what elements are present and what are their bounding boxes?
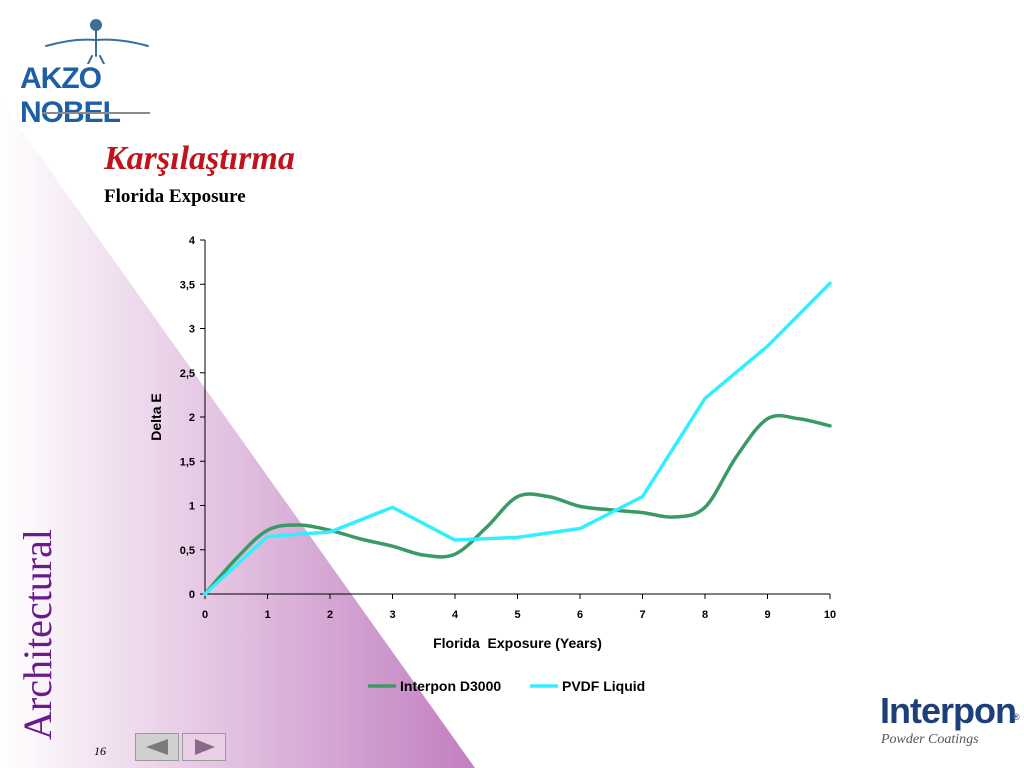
x-tick-label: 2 xyxy=(327,609,333,621)
y-tick-label: 0 xyxy=(189,589,195,601)
y-tick-label: 3,5 xyxy=(180,279,195,291)
y-tick-label: 1,5 xyxy=(180,456,195,468)
page-number: 16 xyxy=(94,744,106,758)
x-axis-label: Florida Exposure (Years) xyxy=(433,635,602,651)
y-tick-label: 2 xyxy=(189,412,195,424)
x-tick-label: 10 xyxy=(824,609,836,621)
x-tick-label: 1 xyxy=(264,609,270,621)
y-tick-label: 0,5 xyxy=(180,545,195,557)
akzo-nobel-logo: AKZO NOBEL xyxy=(18,16,178,129)
x-tick-label: 7 xyxy=(639,609,645,621)
x-tick-label: 8 xyxy=(702,609,708,621)
series-line-interpon-d3000 xyxy=(203,413,832,596)
previous-slide-button[interactable] xyxy=(135,733,179,761)
figure-icon xyxy=(45,19,149,64)
interpon-logo: Interpon ® Powder Coatings xyxy=(880,690,1020,750)
x-tick-label: 3 xyxy=(389,609,395,621)
y-tick-label: 4 xyxy=(189,235,196,247)
y-axis-label: Delta E xyxy=(148,393,164,440)
interpon-tagline: Powder Coatings xyxy=(881,732,979,747)
section-label: Architectural xyxy=(15,529,60,740)
series-line-pvdf-liquid xyxy=(203,281,832,596)
y-tick-label: 2,5 xyxy=(180,368,195,380)
x-tick-label: 9 xyxy=(764,609,770,621)
triangle-left-icon xyxy=(146,739,168,755)
triangle-right-icon xyxy=(195,739,215,755)
next-slide-button[interactable] xyxy=(182,733,226,761)
interpon-wordmark: Interpon xyxy=(880,690,1017,731)
x-tick-label: 5 xyxy=(514,609,520,621)
x-tick-label: 4 xyxy=(452,609,459,621)
legend-label: PVDF Liquid xyxy=(562,678,645,694)
y-tick-label: 1 xyxy=(189,501,195,513)
legend-label: Interpon D3000 xyxy=(400,678,501,694)
slide-subtitle: Florida Exposure xyxy=(104,186,246,207)
registered-mark-icon: ® xyxy=(1013,712,1020,722)
logo-divider xyxy=(42,112,150,114)
x-tick-label: 0 xyxy=(202,609,208,621)
y-tick-label: 3 xyxy=(189,324,195,336)
slide-title: Karşılaştırma xyxy=(104,140,295,177)
x-tick-label: 6 xyxy=(577,609,583,621)
